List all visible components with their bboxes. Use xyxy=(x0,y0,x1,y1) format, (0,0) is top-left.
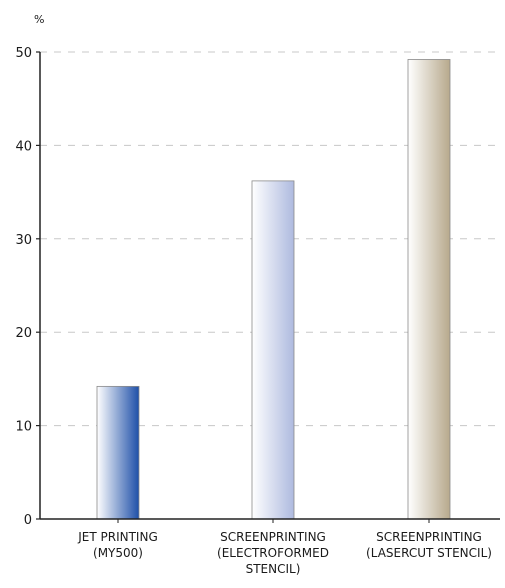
bar xyxy=(407,59,451,520)
x-category-label: STENCIL) xyxy=(246,562,301,576)
bar xyxy=(96,385,140,520)
x-category-label: SCREENPRINTING xyxy=(220,530,326,544)
x-category-label: (LASERCUT STENCIL) xyxy=(366,546,492,560)
y-axis-unit-label: % xyxy=(34,13,44,26)
axes xyxy=(39,52,500,520)
bars xyxy=(96,59,451,520)
bar xyxy=(251,180,295,520)
y-tick-label: 20 xyxy=(15,326,32,341)
y-tick-label: 50 xyxy=(15,46,32,61)
x-category-label: SCREENPRINTING xyxy=(376,530,482,544)
y-tick-label: 40 xyxy=(15,139,32,154)
x-category-label: JET PRINTING xyxy=(77,530,158,544)
y-tick-labels: 0 10 20 30 40 50 xyxy=(15,46,32,528)
x-category-label: (MY500) xyxy=(93,546,143,560)
y-tick-label: 30 xyxy=(15,233,32,248)
y-tick-label: 0 xyxy=(24,513,32,528)
x-category-label: (ELECTROFORMED xyxy=(217,546,329,560)
x-category-labels: JET PRINTING (MY500) SCREENPRINTING (ELECTR… xyxy=(77,519,492,576)
y-tick-label: 10 xyxy=(15,420,32,435)
